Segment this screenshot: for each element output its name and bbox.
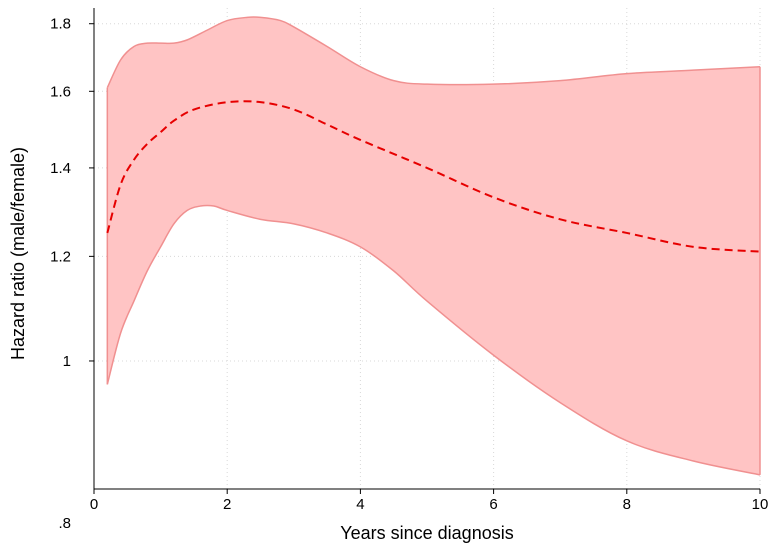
upper-ci-line [106,16,761,89]
x-tick-label: 10 [752,496,769,513]
estimate-line-layer [106,100,761,253]
y-axis-title: Hazard ratio (male/female) [8,147,28,360]
y-tick-label: 1.8 [50,16,71,33]
x-tick-label: 0 [90,496,98,513]
y-tick-label: 1.6 [50,83,71,100]
hazard-ratio-estimate-line [106,100,761,253]
lower-ci-line [106,204,761,476]
axes: 0 2 4 6 8 10 .8 1 1.2 1.4 1.6 1.8 [50,8,768,532]
y-tick-label: 1.2 [50,248,71,265]
y-tick-label: 1 [63,353,71,370]
x-tick-label: 4 [356,496,364,513]
confidence-band [107,16,760,475]
y-tick-label: .8 [58,515,71,532]
confidence-band-layer [106,16,761,476]
x-tick-label: 2 [223,496,231,513]
x-axis-title: Years since diagnosis [340,523,513,543]
x-tick-label: 6 [489,496,497,513]
x-tick-label: 8 [623,496,631,513]
y-tick-label: 1.4 [50,160,71,177]
